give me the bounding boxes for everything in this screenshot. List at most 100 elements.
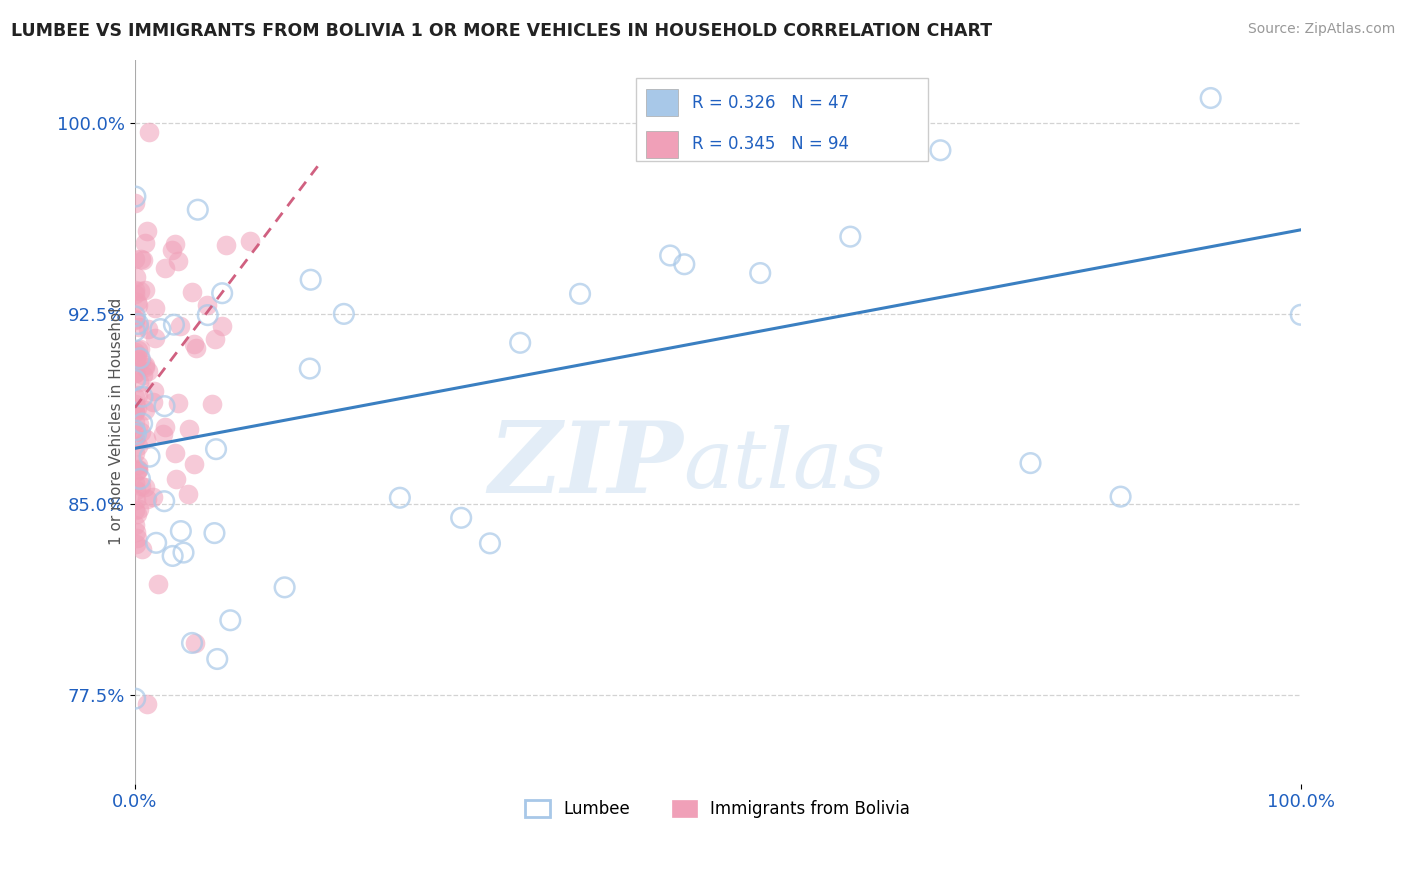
Point [128,502,150,516]
Text: atlas: atlas [683,425,886,505]
Point [160,243,183,257]
Point [132,368,155,382]
Point [124,286,146,301]
Point [127,298,149,312]
Point [129,284,152,298]
Point [197,308,219,322]
Point [152,427,174,442]
Point [135,432,157,446]
Point [153,420,176,434]
Point [142,491,165,505]
Point [124,310,146,324]
Point [134,359,156,374]
Point [124,252,146,266]
Point [183,337,205,351]
Point [128,417,150,432]
Point [1199,91,1222,105]
Point [131,417,153,431]
Point [146,577,169,591]
Point [124,424,146,438]
Point [187,202,209,217]
Point [1109,490,1132,504]
Point [153,399,176,413]
FancyBboxPatch shape [637,78,928,161]
Point [125,295,148,310]
Point [134,283,156,297]
Point [129,425,152,440]
Point [128,376,150,390]
Point [388,491,411,505]
Point [239,234,262,248]
Point [1019,456,1042,470]
Point [299,273,322,287]
Point [143,301,166,315]
Point [153,261,176,276]
Point [124,423,146,437]
Point [134,403,156,417]
Legend: Lumbee, Immigrants from Bolivia: Lumbee, Immigrants from Bolivia [517,791,918,826]
Point [125,426,148,441]
Point [124,415,146,429]
Point [124,366,146,380]
Point [127,401,149,415]
Point [205,442,228,457]
Point [163,318,186,332]
Text: ZIP: ZIP [488,417,683,514]
Point [129,342,152,356]
Point [131,542,153,557]
Point [136,321,159,335]
Point [128,320,150,334]
Point [124,324,146,338]
Point [131,252,153,266]
FancyBboxPatch shape [645,89,678,117]
Point [125,524,148,539]
Point [659,248,682,262]
Point [177,487,200,501]
Point [165,446,187,460]
Point [173,545,195,559]
Point [124,405,146,419]
Point [124,446,146,460]
Point [333,307,356,321]
Text: R = 0.345   N = 94: R = 0.345 N = 94 [692,136,849,153]
Point [143,331,166,345]
Point [124,396,146,410]
Point [211,318,233,333]
Point [136,223,159,237]
Point [201,397,224,411]
Point [219,613,242,627]
Point [673,257,696,271]
Point [127,462,149,476]
Text: R = 0.326   N = 47: R = 0.326 N = 47 [692,94,849,112]
Point [183,457,205,471]
Point [134,359,156,373]
Point [211,286,233,301]
Point [127,343,149,357]
Point [124,366,146,380]
Point [207,652,229,666]
Point [153,494,176,508]
Point [125,492,148,507]
Point [132,253,155,268]
Point [124,373,146,387]
Point [298,361,321,376]
Point [124,432,146,446]
Point [124,403,146,417]
Point [509,335,531,350]
Point [127,458,149,472]
Point [127,464,149,478]
Point [749,266,772,280]
Point [181,636,204,650]
Point [204,332,226,346]
FancyBboxPatch shape [645,130,678,158]
Point [125,507,148,521]
Point [149,322,172,336]
Point [124,518,146,533]
Point [136,364,159,378]
Point [124,189,146,203]
Point [127,388,149,402]
Point [127,463,149,477]
Point [184,342,207,356]
Point [138,125,160,139]
Point [124,503,146,517]
